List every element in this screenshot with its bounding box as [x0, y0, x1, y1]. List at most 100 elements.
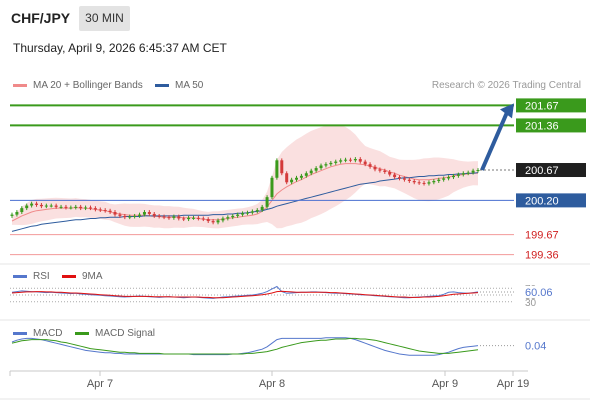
candle-body	[187, 217, 191, 220]
candle-body	[417, 182, 421, 184]
candle-body	[79, 206, 83, 209]
bollinger-band	[12, 124, 478, 229]
projection-arrow-head	[500, 103, 514, 119]
candle	[393, 172, 397, 180]
candle	[54, 203, 58, 209]
candle	[319, 163, 323, 171]
candle	[177, 214, 181, 221]
candle-body	[422, 182, 426, 184]
ma20-swatch	[13, 84, 27, 87]
timeframe-button[interactable]: 30 MIN	[79, 6, 130, 31]
candle	[20, 206, 24, 214]
ma50-swatch	[155, 84, 169, 87]
candle	[383, 168, 387, 174]
candle	[93, 206, 97, 212]
candle-body	[285, 173, 289, 183]
candle-body	[471, 170, 475, 173]
candle	[103, 208, 107, 213]
rsi-ma-line	[11, 290, 479, 299]
candle	[265, 195, 269, 209]
candle	[231, 213, 235, 220]
legend-ma50-label: MA 50	[175, 80, 204, 91]
candle	[447, 175, 451, 181]
candle	[344, 157, 348, 163]
candle-body	[172, 216, 176, 218]
pair-title: CHF/JPY	[11, 10, 71, 26]
candle-body	[221, 218, 225, 221]
level-label-0: 201.67	[525, 100, 559, 112]
candle	[74, 204, 78, 210]
candle-body	[10, 214, 14, 216]
candle	[432, 179, 436, 185]
x-tick-label-1: Apr 8	[259, 378, 285, 390]
candle-body	[93, 208, 97, 210]
candle-body	[142, 212, 146, 215]
candle-body	[461, 173, 465, 175]
candle-body	[329, 162, 333, 165]
candle	[172, 214, 176, 220]
legend-ma50: MA 50	[155, 80, 203, 91]
candle-body	[35, 203, 39, 205]
legend-rsi: RSI	[13, 271, 50, 282]
candle-body	[314, 168, 318, 171]
candle-body	[432, 181, 436, 183]
candle-body	[373, 166, 377, 170]
legend-macd-signal: MACD Signal	[75, 328, 155, 339]
candle	[299, 173, 303, 180]
ma20-line	[11, 163, 478, 222]
level-tag-2	[516, 193, 586, 208]
candle-body	[20, 208, 24, 213]
candle-body	[88, 207, 92, 209]
candle	[398, 175, 402, 181]
candle	[260, 204, 264, 213]
candle	[270, 175, 274, 200]
candle	[353, 157, 357, 163]
candle	[280, 158, 284, 176]
candle	[221, 216, 225, 223]
candle-body	[447, 177, 451, 179]
candle	[285, 171, 289, 185]
candle	[255, 208, 259, 214]
candle	[373, 164, 377, 172]
legend-macd-label: MACD	[33, 328, 63, 339]
candle	[290, 177, 294, 185]
x-tick-label-2: Apr 9	[432, 378, 458, 390]
candle	[44, 203, 48, 209]
candle-body	[260, 206, 264, 211]
candle	[157, 213, 161, 219]
legend-ma20: MA 20 + Bollinger Bands	[13, 80, 143, 91]
candle	[334, 159, 338, 165]
copyright: Research © 2026 Trading Central	[431, 80, 581, 91]
candle-body	[402, 178, 406, 180]
candle-body	[437, 179, 441, 181]
macd-value-label: 0.04	[525, 341, 546, 353]
candle-body	[147, 212, 151, 214]
candle-body	[295, 177, 299, 180]
datetime-label: Thursday, April 9, 2026 6:45:37 AM CET	[13, 41, 227, 55]
candle-body	[368, 164, 372, 167]
macd-signal-swatch	[75, 332, 89, 335]
rsi-swatch	[13, 275, 27, 278]
legend-rsi-label: RSI	[33, 271, 50, 282]
candle	[250, 209, 254, 215]
x-tick-label-0: Apr 7	[87, 378, 113, 390]
candle	[79, 204, 83, 211]
candle-body	[201, 218, 205, 220]
level-label-4: 199.36	[525, 250, 559, 262]
candle-body	[265, 197, 269, 207]
candle-body	[69, 207, 73, 209]
candle	[245, 210, 249, 216]
candle	[241, 211, 245, 217]
candle-body	[456, 174, 460, 176]
candle	[407, 177, 411, 183]
candle-body	[54, 205, 58, 207]
candle-body	[275, 160, 279, 178]
candle	[466, 170, 470, 176]
candle-body	[393, 174, 397, 178]
candle-body	[167, 217, 171, 219]
candle	[182, 216, 186, 222]
candle	[417, 180, 421, 185]
candle	[314, 166, 318, 173]
candle	[123, 213, 127, 220]
